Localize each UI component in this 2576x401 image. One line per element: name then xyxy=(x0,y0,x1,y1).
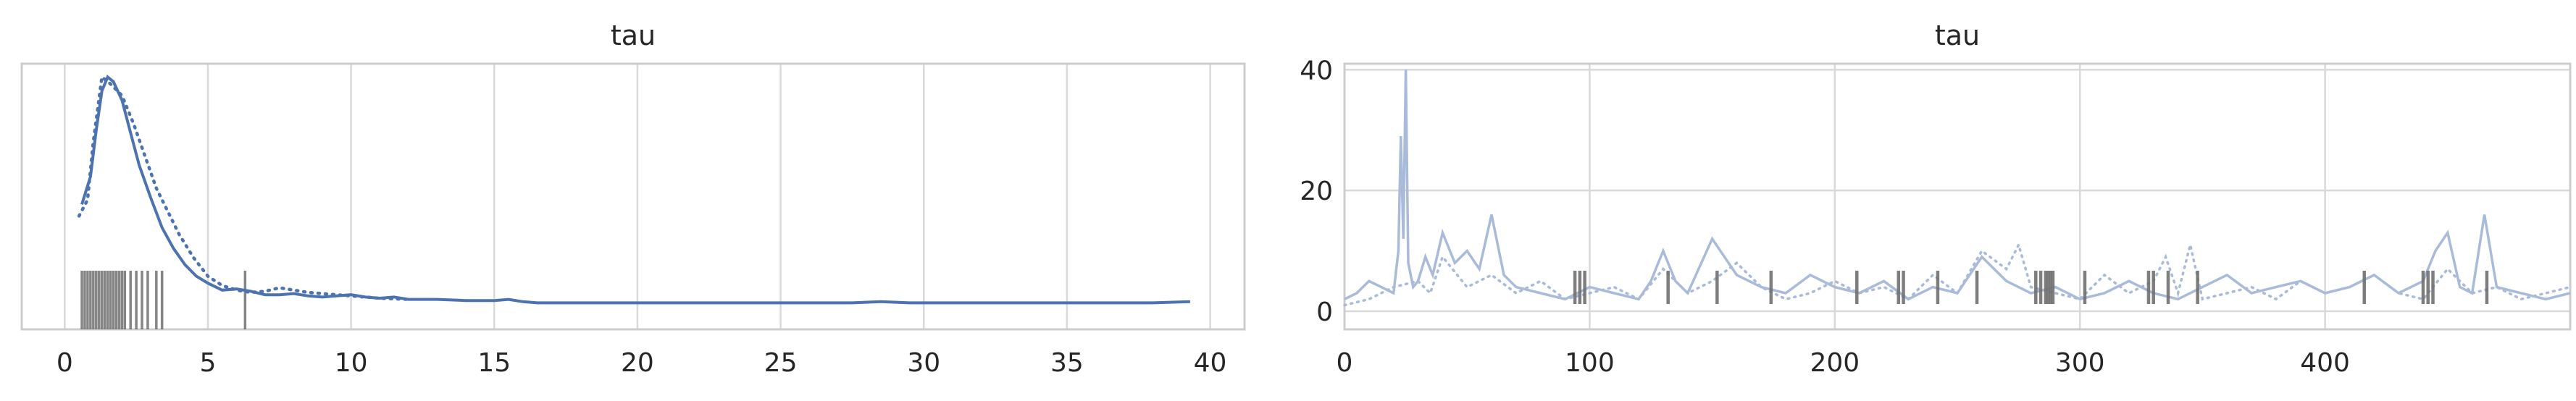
x-tick-label: 5 xyxy=(200,348,217,378)
density-line xyxy=(80,75,1190,305)
x-tick-label: 35 xyxy=(1050,348,1084,378)
trace-plot-title: tau xyxy=(1935,20,1980,51)
x-tick-label: 200 xyxy=(1810,348,1860,378)
x-tick-label: 40 xyxy=(1194,348,1227,378)
trace-line-dotted xyxy=(1343,241,2572,307)
x-tick-label: 15 xyxy=(477,348,511,378)
y-tick-label: 0 xyxy=(1316,297,1333,327)
x-tick-label: 100 xyxy=(1565,348,1615,378)
trace-ticks: 0 100 200 300 400 0 20 40 xyxy=(1300,56,2350,378)
x-tick-label: 0 xyxy=(57,348,73,378)
trace-lines xyxy=(1343,69,2572,307)
density-x-ticks: 0 5 10 15 20 25 30 35 40 xyxy=(57,348,1227,378)
density-frame xyxy=(20,62,1246,331)
divergence-marks xyxy=(1573,271,2489,304)
y-tick-label: 20 xyxy=(1300,177,1333,206)
density-line-dotted xyxy=(77,74,410,301)
density-grid xyxy=(64,64,1211,329)
x-tick-label: 400 xyxy=(2300,348,2350,378)
density-lines xyxy=(77,74,1190,305)
trace-grid xyxy=(1345,64,2570,329)
trace-frame xyxy=(1343,62,2572,331)
x-tick-label: 30 xyxy=(907,348,940,378)
x-tick-label: 25 xyxy=(764,348,798,378)
trace-plot: tau 0 100 200 300 400 0 20 40 xyxy=(1300,20,2572,378)
x-tick-label: 0 xyxy=(1337,348,1353,378)
x-tick-label: 10 xyxy=(335,348,368,378)
density-plot-title: tau xyxy=(611,20,656,51)
y-tick-label: 40 xyxy=(1300,56,1333,85)
x-tick-label: 300 xyxy=(2055,348,2105,378)
x-tick-label: 20 xyxy=(621,348,654,378)
density-plot: tau 0 5 10 15 20 25 30 35 40 xyxy=(20,20,1246,378)
rug-marks xyxy=(80,271,247,329)
trace-line xyxy=(1344,69,2571,301)
